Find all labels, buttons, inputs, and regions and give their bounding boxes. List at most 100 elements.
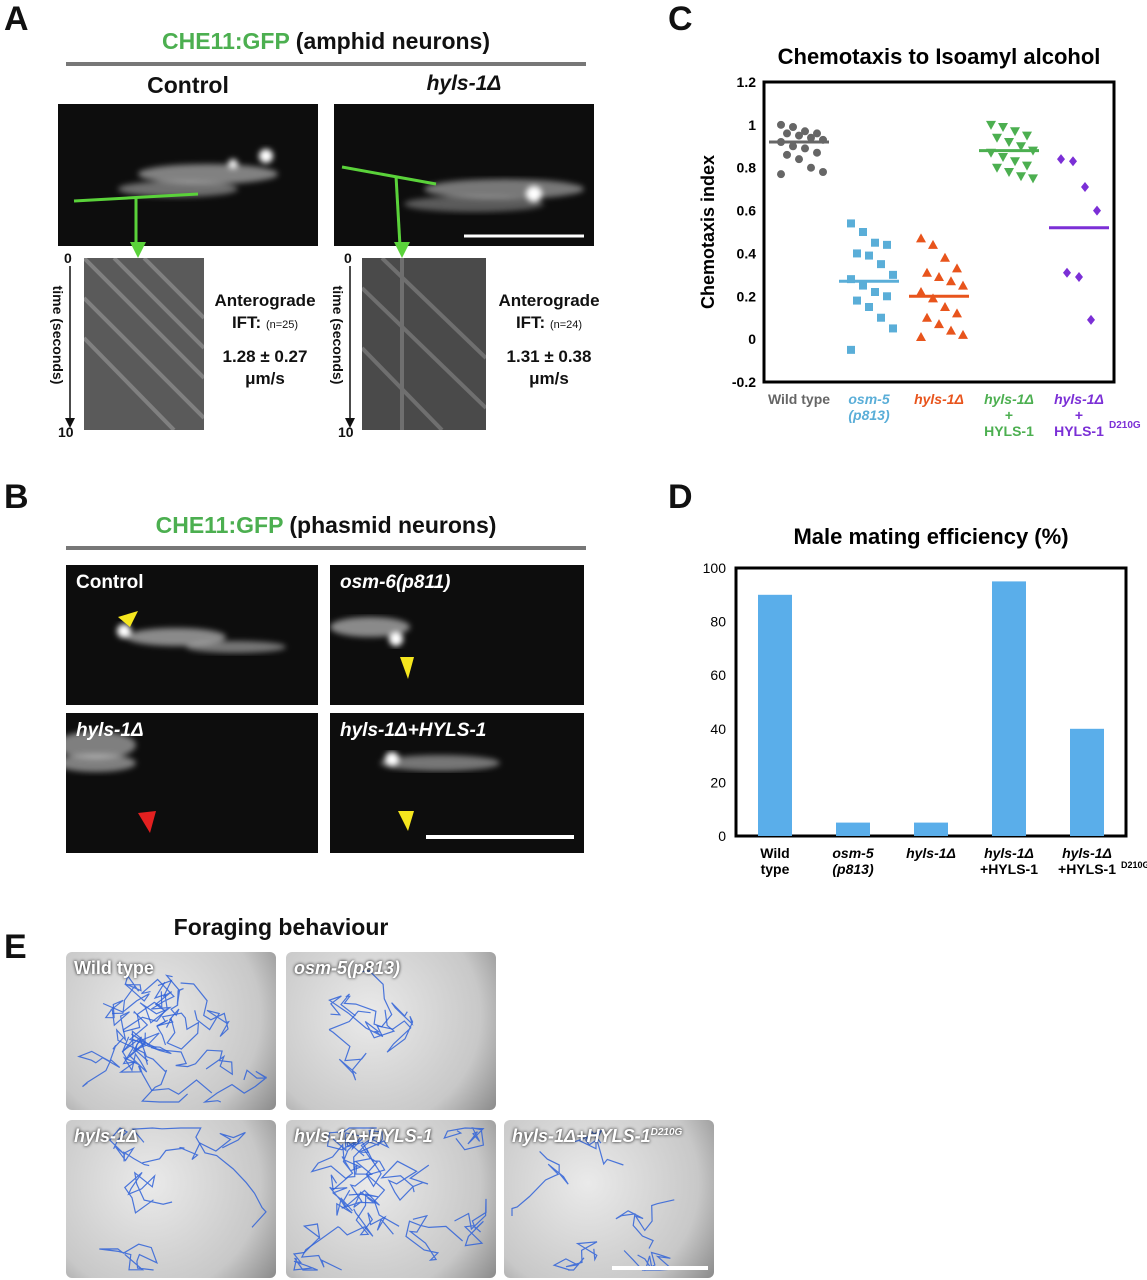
chart-title: Chemotaxis to Isoamyl alcohol [778,44,1101,69]
data-point [934,272,944,281]
x-category-label: Wild [760,845,789,861]
data-point [819,168,827,176]
data-point [1093,205,1101,216]
worm-track [552,1241,598,1271]
worm-track [150,1047,233,1076]
data-point [877,313,885,322]
plate-label-0: Wild type [74,958,154,978]
x-category-label: + [1075,407,1083,423]
y-tick-label: 0.2 [737,288,757,304]
x-category-sup: D210G [1121,860,1147,870]
panel-a-time-arrow-left [65,266,75,428]
panel-b-divider [66,546,586,550]
tile-3-label: hyls-1Δ+HYLS-1 [340,720,487,741]
data-point [883,240,891,249]
panel-a-t10-right: 10 [338,424,354,440]
data-point [865,303,873,311]
y-tick-label: 80 [710,614,726,630]
panel-a-t0-right: 0 [344,250,352,266]
plate-label-2: hyls-1Δ [74,1126,139,1146]
data-point [940,252,950,262]
x-category-label: +HYLS-1 [1058,861,1116,877]
plate-hyls-rescue [286,1120,496,1278]
y-tick-label: 0.6 [737,203,757,219]
panel-b-tile-label-1: osm-6(p811) [340,572,451,593]
data-point [1004,168,1014,177]
y-tick-label: 0.4 [737,245,757,261]
y-tick-label: 100 [703,560,727,576]
panel-a-image-control [58,104,318,246]
worm-track [108,1127,150,1167]
y-tick-label: 40 [710,721,726,737]
x-category-label: hyls-1Δ [914,391,964,407]
data-point [1016,142,1026,152]
stat-unit: μm/s [245,369,285,388]
data-point [1075,272,1083,282]
panel-a-image-hyls [334,104,594,246]
data-point [1028,174,1038,184]
data-point [801,127,809,136]
worm-track [340,970,393,1028]
x-category-sup: D210G [1109,420,1141,431]
data-point [934,319,944,329]
worm-track [380,1160,430,1201]
panel-b-title: CHE11:GFP (phasmid neurons) [66,512,586,539]
panel-label-c: C [668,0,693,38]
worm-track [454,1198,487,1247]
worm-track [300,1208,374,1271]
panel-a-col-hyls: hyls-1Δ [426,72,502,95]
bar [914,822,948,836]
data-point [865,251,873,260]
plate-label-1: osm-5(p813) [294,958,401,978]
data-point [992,133,1002,143]
data-point [952,263,962,273]
x-category-label: (p813) [832,861,874,877]
bar [836,822,870,836]
worm-track [142,1131,246,1164]
x-category-label: (p813) [848,407,890,423]
worm-track [615,1199,675,1249]
data-point [859,281,867,290]
data-point [871,238,879,247]
data-point [883,292,891,301]
data-point [1016,172,1026,182]
data-point [1057,154,1065,165]
data-point [783,129,791,138]
data-point [859,228,867,236]
x-category-label: hyls-1Δ [984,391,1034,407]
panel-a-title-rest: (amphid neurons) [289,28,491,54]
data-point [789,123,797,131]
data-point [795,155,803,164]
panel-a-divider [66,62,586,66]
data-point [783,150,791,159]
panel-a-stats-control: Anterograde IFT: (n=25) 1.28 ± 0.27 μm/s [206,290,324,390]
panel-label-a: A [4,0,29,38]
y-axis-label: Chemotaxis index [698,155,718,309]
panel-b-tile-osm6 [330,565,584,705]
data-point [1069,156,1077,167]
bar [758,594,792,836]
panel-a-col-control: Control [147,72,229,98]
data-point [1010,127,1020,137]
panel-b-tile-label-3: hyls-1Δ+HYLS-1 [340,720,486,742]
panel-label-e: E [4,928,27,966]
x-category-label: hyls-1Δ [906,845,956,861]
x-category-label: HYLS-1 [984,423,1034,439]
worm-track [121,1010,160,1060]
data-point [853,249,861,258]
worm-track [180,982,230,1037]
panel-b-tile-hyls [66,713,318,853]
y-tick-label: 0 [718,828,726,844]
data-point [847,275,855,284]
worm-track [139,978,175,1024]
data-point [853,296,861,305]
panel-a-title-green: CHE11:GFP [161,28,290,54]
mating-chart: Male mating efficiency (%) 100 80 60 40 20 0 Wi… [703,524,1147,877]
worm-track [348,1193,394,1236]
data-point [928,293,938,303]
data-point [986,120,996,130]
worm-track [405,1214,463,1261]
y-tick-label: 0.8 [737,160,757,176]
data-point [928,239,938,249]
worm-track [123,1171,173,1214]
